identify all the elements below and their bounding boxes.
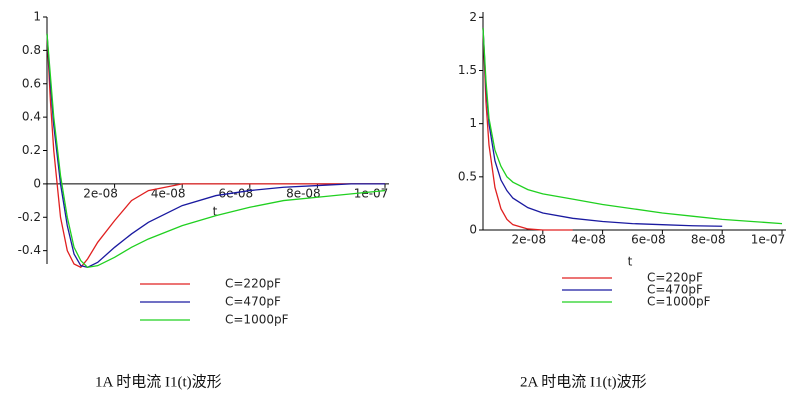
x-tick-label: 8e-08	[691, 233, 726, 247]
x-axis-label: t	[213, 205, 218, 219]
x-tick-label: 6e-08	[218, 186, 253, 200]
y-tick-label: 0.6	[22, 76, 41, 90]
y-tick-label: 0.8	[22, 43, 41, 57]
series-line	[482, 27, 573, 231]
series-line	[46, 33, 386, 269]
x-tick-label: 1e-07	[751, 233, 786, 247]
y-tick-label: 1	[33, 10, 41, 24]
y-tick-label: 0.5	[458, 169, 477, 183]
legend-label: C=470pF	[225, 295, 281, 309]
series-line	[46, 33, 385, 269]
caption: 2A 时电流 I1(t)波形	[520, 373, 647, 390]
x-tick-label: 8e-08	[286, 186, 321, 200]
y-tick-label: 2	[469, 10, 477, 24]
y-tick-label: 0	[33, 176, 41, 190]
y-tick-label: -0.4	[18, 243, 41, 257]
legend-label: C=220pF	[647, 271, 703, 285]
y-tick-label: -0.2	[18, 210, 41, 224]
legend-label: C=220pF	[225, 277, 281, 291]
legend-label: C=470pF	[647, 283, 703, 297]
caption: 1A 时电流 I1(t)波形	[95, 373, 222, 390]
y-tick-label: 0	[469, 223, 477, 237]
y-tick-label: 1.5	[458, 63, 477, 77]
x-tick-label: 1e-07	[354, 186, 389, 200]
y-tick-label: 0.2	[22, 143, 41, 157]
series-line	[482, 27, 723, 227]
legend-label: C=1000pF	[647, 295, 711, 309]
x-tick-label: 6e-08	[631, 233, 666, 247]
x-axis-label: t	[628, 255, 633, 269]
series-line	[482, 27, 783, 225]
series-line	[46, 33, 385, 269]
legend-label: C=1000pF	[225, 313, 289, 327]
x-tick-label: 4e-08	[571, 233, 606, 247]
x-tick-label: 4e-08	[151, 186, 186, 200]
y-tick-label: 0.4	[22, 110, 41, 124]
x-tick-label: 2e-08	[511, 233, 546, 247]
x-tick-label: 2e-08	[83, 186, 118, 200]
y-tick-label: 1	[469, 116, 477, 130]
